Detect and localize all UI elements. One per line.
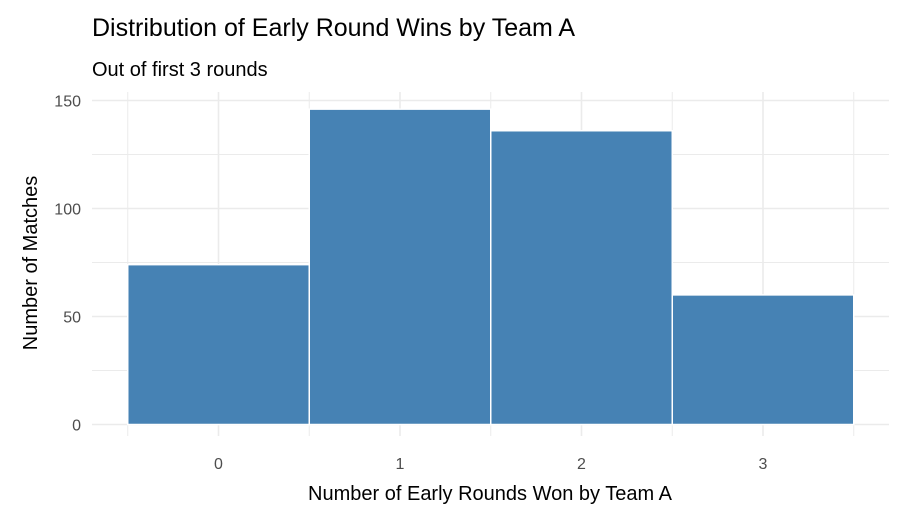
x-tick-label: 0 [214, 456, 223, 473]
y-tick-label: 150 [54, 94, 81, 111]
x-tick-label: 2 [577, 456, 586, 473]
chart-subtitle: Out of first 3 rounds [92, 59, 268, 81]
y-tick-label: 100 [54, 202, 81, 219]
bar-3 [671, 294, 855, 426]
y-tick-label: 50 [63, 310, 81, 327]
x-tick-label: 3 [759, 456, 768, 473]
x-tick-label: 1 [396, 456, 405, 473]
y-tick-label: 0 [72, 418, 81, 435]
bar-2 [490, 129, 673, 426]
bar-layer [127, 108, 855, 426]
tick-layer: 0 50 100 150 0 1 2 3 [54, 94, 767, 474]
bar-0 [127, 263, 310, 426]
chart-title: Distribution of Early Round Wins by Team… [92, 14, 575, 42]
x-axis-label: Number of Early Rounds Won by Team A [308, 483, 673, 505]
y-axis-label: Number of Matches [20, 176, 42, 351]
bar-1 [308, 108, 492, 426]
